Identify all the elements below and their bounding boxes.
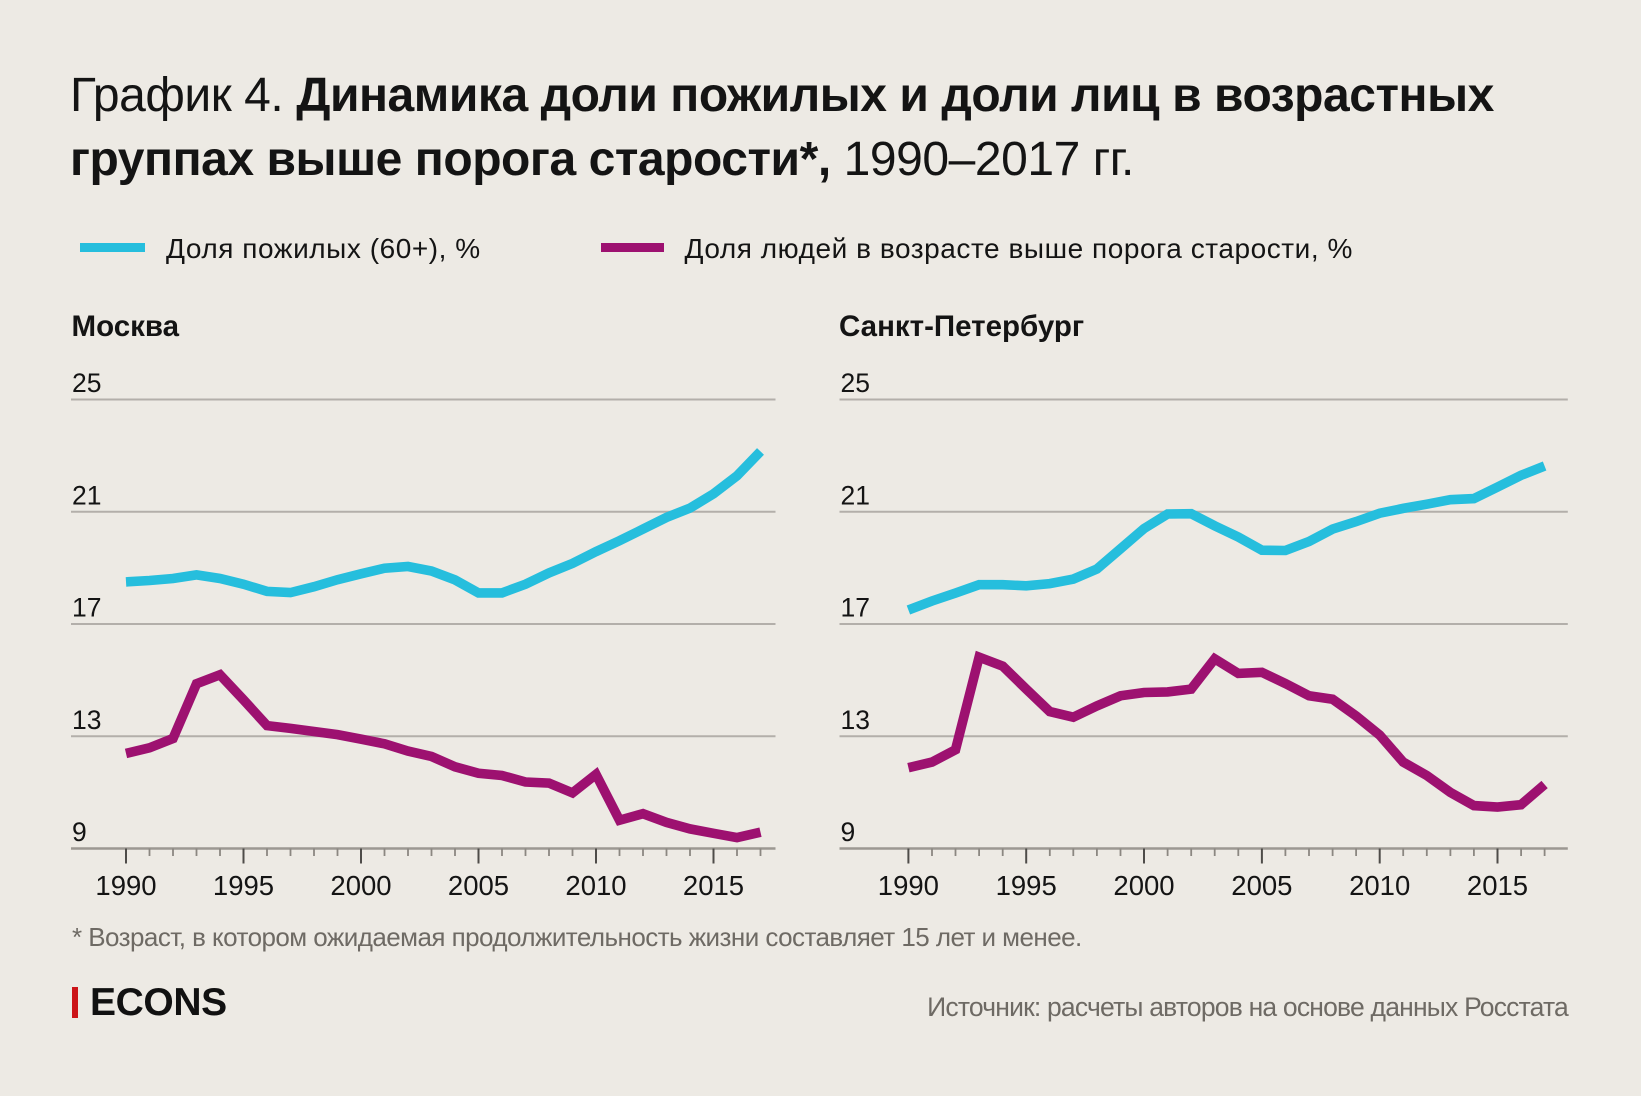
svg-text:25: 25 xyxy=(72,368,101,398)
svg-text:2005: 2005 xyxy=(1231,870,1292,901)
svg-text:2015: 2015 xyxy=(1467,870,1528,901)
svg-text:2010: 2010 xyxy=(1349,870,1410,901)
svg-text:2005: 2005 xyxy=(448,870,509,901)
svg-text:1995: 1995 xyxy=(213,870,274,901)
svg-text:17: 17 xyxy=(72,593,101,623)
svg-text:1990: 1990 xyxy=(878,870,939,901)
svg-text:25: 25 xyxy=(841,368,870,398)
svg-text:2015: 2015 xyxy=(683,870,744,901)
svg-text:2000: 2000 xyxy=(1113,870,1174,901)
svg-text:17: 17 xyxy=(841,593,870,623)
svg-text:21: 21 xyxy=(841,480,870,510)
svg-text:9: 9 xyxy=(72,817,87,847)
svg-text:1990: 1990 xyxy=(95,870,156,901)
svg-text:2010: 2010 xyxy=(565,870,626,901)
svg-text:9: 9 xyxy=(841,817,856,847)
svg-text:2000: 2000 xyxy=(330,870,391,901)
svg-text:21: 21 xyxy=(72,480,101,510)
svg-text:13: 13 xyxy=(72,705,101,735)
svg-text:1995: 1995 xyxy=(996,870,1057,901)
svg-text:13: 13 xyxy=(841,705,870,735)
